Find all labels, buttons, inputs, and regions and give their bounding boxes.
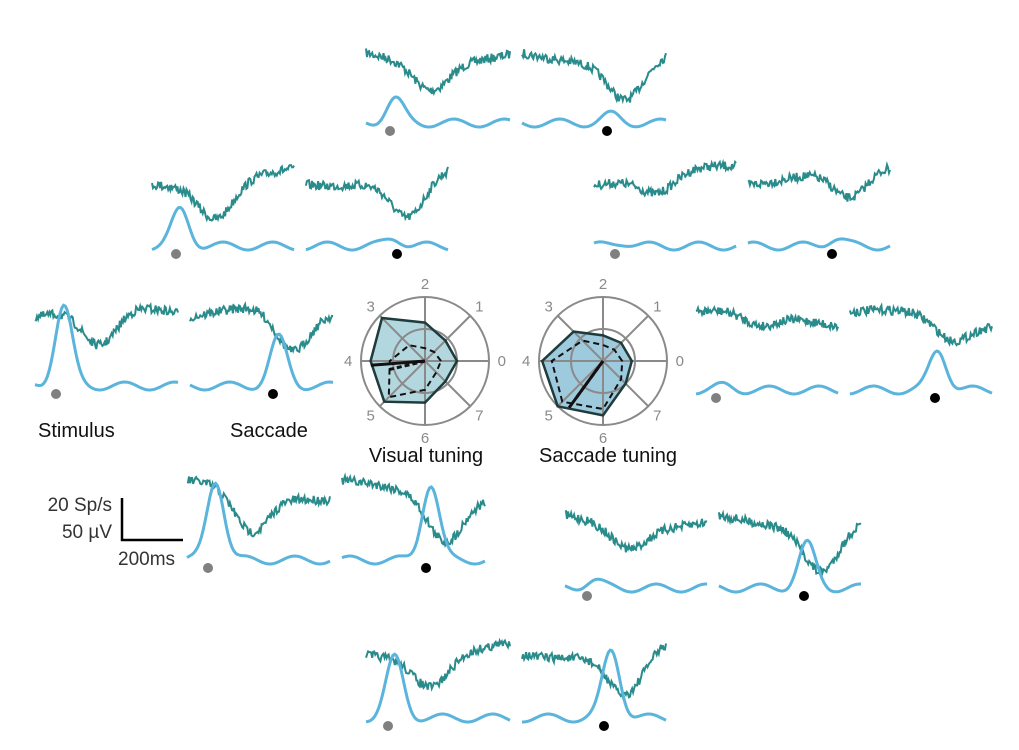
spike-trace-dir-7-stimulus [564,577,708,594]
spike-trace-dir-2-saccade [521,109,667,129]
polar-direction-label: 2 [421,276,429,293]
lfp-trace-dir-5-stimulus [186,475,331,538]
stimulus-onset-marker [171,249,181,259]
scale-time-label: 200ms [118,549,176,570]
trace-panel-dir-7 [564,509,862,601]
polar-direction-label: 4 [344,353,352,370]
polar-direction-label: 1 [653,299,661,316]
polar-direction-label: 0 [676,353,684,370]
spike-trace-dir-5-stimulus [186,481,331,566]
polar-direction-label: 3 [367,299,375,316]
polar-spoke [602,315,649,362]
spike-trace-dir-3-stimulus [151,205,295,252]
polar-direction-label: 5 [367,407,375,424]
saccade-label: Saccade [230,420,308,442]
visual-tuning-title: Visual tuning [368,445,484,467]
spike-trace-dir-7-saccade [718,538,861,594]
lfp-trace-dir-6-stimulus [365,637,511,692]
spike-trace-dir-5-saccade [341,485,486,566]
polar-direction-label: 3 [545,299,553,316]
saccade-onset-marker [930,393,940,403]
trace-panel-dir-3 [151,164,449,259]
polar-spoke [557,360,604,407]
polar-direction-label: 6 [421,430,429,447]
lfp-trace-dir-2-saccade [521,49,667,105]
response-traces [34,48,993,731]
lfp-trace-dir-0-stimulus [695,304,840,333]
tuning-outline-solid [540,330,634,417]
trace-panel-dir-2 [365,48,667,136]
visual-tuning-polar: 0 1 2 3 4 5 6 7 [344,276,506,447]
polar-spoke [557,315,604,362]
spike-trace-dir-3-saccade [305,237,449,252]
polar-spoke [424,360,471,407]
lfp-trace-dir-2-stimulus [365,48,511,97]
polar-direction-label: 5 [545,407,553,424]
polar-direction-label: 7 [653,407,661,424]
tuning-outline-dashed [387,344,443,399]
stimulus-label: Stimulus [38,420,115,442]
saccade-onset-marker [602,126,612,136]
scale-bar [120,498,183,542]
tuning-fill [542,331,632,416]
saccade-onset-marker [268,389,278,399]
stimulus-onset-marker [711,393,721,403]
scale-bar-lines [120,498,183,542]
trace-panel-dir-1 [593,158,891,259]
lfp-trace-dir-7-saccade [717,509,862,578]
tuning-outline-solid [369,316,459,404]
spike-trace-dir-2-stimulus [365,95,511,129]
polar-direction-label: 1 [475,299,483,316]
saccade-onset-marker [599,721,609,731]
saccade-onset-marker [421,563,431,573]
spike-trace-dir-4-stimulus [34,303,179,392]
spike-trace-dir-4-saccade [189,332,334,392]
trace-panel-dir-5 [186,472,486,573]
spike-trace-dir-1-stimulus [593,240,737,252]
lfp-trace-dir-1-saccade [747,161,891,202]
scale-voltage-label: 50 µV [61,522,112,543]
saccade-tuning-polar: 0 1 2 3 4 5 6 7 [522,276,684,447]
stimulus-onset-marker [51,389,61,399]
spike-trace-dir-6-saccade [522,648,667,724]
stimulus-onset-marker [385,126,395,136]
polar-spoke [379,360,426,407]
lfp-trace-dir-7-stimulus [564,509,708,553]
trace-panel-dir-4 [34,301,334,399]
lfp-trace-dir-0-saccade [848,302,993,348]
tuning-outline-dashed [550,339,624,411]
polar-direction-label: 7 [475,407,483,424]
polar-direction-label: 0 [498,353,506,370]
polar-spoke [424,315,471,362]
stimulus-onset-marker [582,591,592,601]
spike-trace-dir-6-stimulus [365,652,511,724]
polar-spoke [379,315,426,362]
preferred-direction-vector [387,359,426,372]
polar-direction-label: 4 [522,353,530,370]
spike-trace-dir-0-stimulus [695,380,839,396]
stimulus-onset-marker [383,721,393,731]
trace-panel-dir-0 [695,302,993,403]
lfp-trace-dir-6-saccade [521,643,667,701]
polar-direction-label: 6 [599,430,607,447]
spike-trace-dir-0-saccade [849,349,993,396]
saccade-onset-marker [799,591,809,601]
lfp-trace-dir-4-saccade [189,301,334,354]
saccade-onset-marker [392,249,402,259]
scale-rate-label: 20 Sp/s [47,495,112,516]
saccade-tuning-title: Saccade tuning [539,445,677,467]
lfp-trace-dir-5-saccade [341,472,486,548]
stimulus-onset-marker [203,563,213,573]
stimulus-onset-marker [610,249,620,259]
polar-direction-label: 2 [599,276,607,293]
spike-trace-dir-1-saccade [747,237,891,252]
lfp-trace-dir-3-saccade [304,166,449,222]
saccade-onset-marker [827,249,837,259]
lfp-trace-dir-1-stimulus [593,158,737,198]
lfp-trace-dir-3-stimulus [151,164,295,223]
trace-panel-dir-6 [365,637,667,731]
